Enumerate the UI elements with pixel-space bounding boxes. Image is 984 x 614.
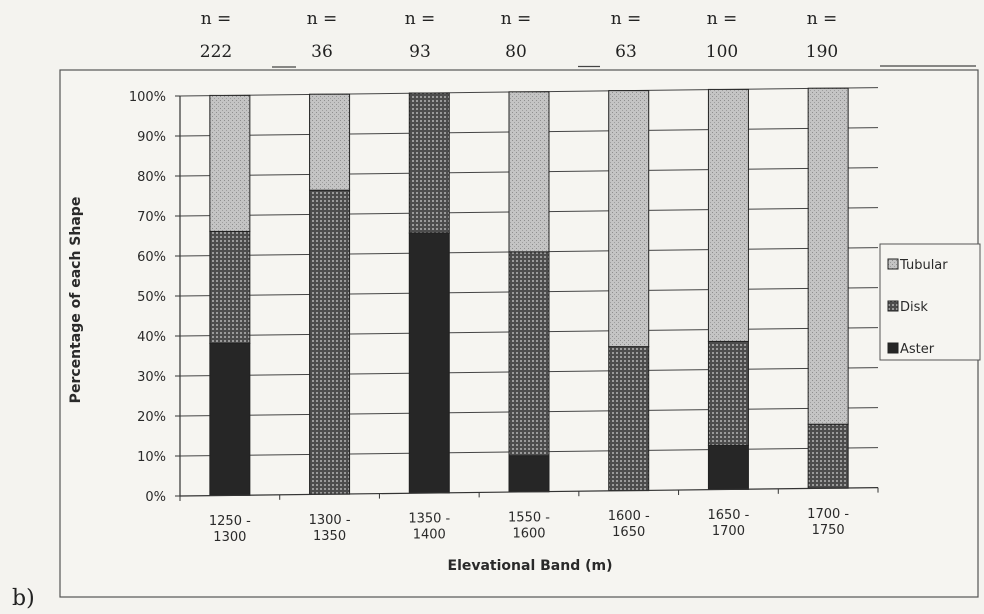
bar-segment-disk xyxy=(408,92,450,234)
bar-segment-tubular xyxy=(608,90,650,348)
bar-segment-tubular xyxy=(508,91,550,253)
sample-size-value: 80 xyxy=(505,42,527,62)
sample-size-value: 190 xyxy=(806,42,838,62)
sample-size-prefix: n = xyxy=(611,9,642,29)
sample-size-value: 100 xyxy=(706,42,738,62)
sample-size-value: 93 xyxy=(409,42,431,62)
sample-size-value: 36 xyxy=(311,42,333,62)
x-axis-title: Elevational Band (m) xyxy=(448,558,613,574)
y-tick-label: 70% xyxy=(137,210,166,225)
legend-label-disk: Disk xyxy=(900,300,928,315)
y-axis-title: Percentage of each Shape xyxy=(68,197,84,404)
y-tick-label: 60% xyxy=(137,250,166,265)
sample-size-prefix: n = xyxy=(501,9,532,29)
sample-size-prefix: n = xyxy=(807,9,838,29)
legend-swatch-aster xyxy=(887,342,899,354)
bar-segment-tubular xyxy=(807,87,849,425)
legend-swatch-tubular xyxy=(887,258,899,270)
sample-size-labels: n = 222 n = 36 n = 93 n = 80 n = 63 n = 100 n = 190 xyxy=(200,9,838,62)
bar-segment-aster xyxy=(707,444,749,490)
sample-size-prefix: n = xyxy=(307,9,338,29)
x-tick-label: 1300 -1350 xyxy=(309,513,351,544)
bar-segment-disk xyxy=(209,230,251,344)
sample-size-value: 63 xyxy=(615,42,637,62)
legend-swatch-disk xyxy=(887,300,899,312)
bar-segment-disk xyxy=(707,340,749,446)
x-tick-label: 1700 -1750 xyxy=(807,507,849,538)
bar-segment-disk xyxy=(309,189,351,495)
bar-segment-aster xyxy=(209,342,251,496)
panel-label: b) xyxy=(12,586,35,611)
bar-segment-aster xyxy=(508,455,550,493)
y-tick-label: 10% xyxy=(137,450,166,465)
bar-segment-tubular xyxy=(309,93,351,191)
bar-segment-disk xyxy=(807,423,849,489)
x-tick-label: 1550 -1600 xyxy=(508,510,550,541)
y-tick-label: 30% xyxy=(137,370,166,385)
y-tick-label: 50% xyxy=(137,290,166,305)
sample-size-prefix: n = xyxy=(405,9,436,29)
y-tick-label: 40% xyxy=(137,330,166,345)
y-tick-label: 90% xyxy=(137,130,166,145)
x-tick-label: 1600 -1650 xyxy=(608,509,650,540)
x-tick-labels: 1250 -1300 1300 -1350 1350 -1400 1550 -1600… xyxy=(179,487,879,545)
sample-size-prefix: n = xyxy=(201,9,232,29)
bar-segment-tubular xyxy=(707,88,749,342)
x-tick-label: 1350 -1400 xyxy=(408,512,450,543)
sample-size-value: 222 xyxy=(200,42,232,62)
x-tick-label: 1250 -1300 xyxy=(209,514,251,545)
legend-label-tubular: Tubular xyxy=(899,258,948,273)
sample-size-prefix: n = xyxy=(707,9,738,29)
bar-segment-tubular xyxy=(209,94,251,232)
y-tick-label: 0% xyxy=(145,490,166,505)
x-axis-line xyxy=(179,487,879,497)
legend-label-aster: Aster xyxy=(900,342,935,357)
bar-segment-disk xyxy=(608,346,650,492)
y-tick-label: 80% xyxy=(137,170,166,185)
y-tick-label: 20% xyxy=(137,410,166,425)
header-rules xyxy=(272,65,976,68)
y-tick-label: 100% xyxy=(129,90,166,105)
bars xyxy=(209,87,849,496)
legend: Tubular Disk Aster xyxy=(879,243,981,361)
x-tick-label: 1650 -1700 xyxy=(707,508,749,539)
bar-segment-aster xyxy=(408,232,450,494)
bar-segment-disk xyxy=(508,251,550,457)
y-tick-labels: 0% 10% 20% 30% 40% 50% 60% 70% 80% 90% 100% xyxy=(129,90,180,505)
